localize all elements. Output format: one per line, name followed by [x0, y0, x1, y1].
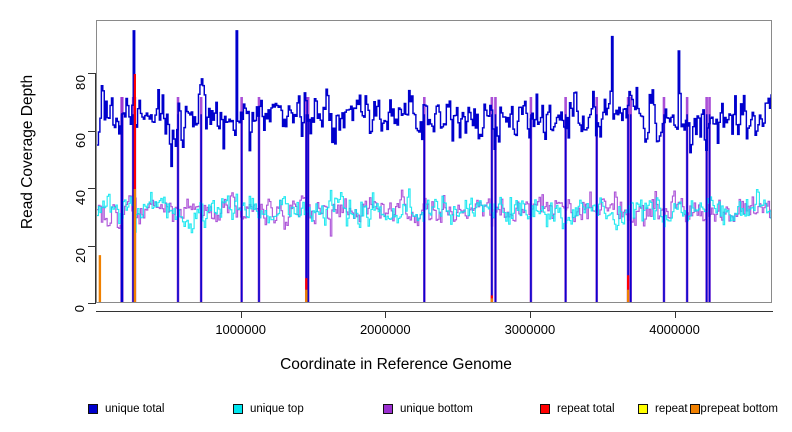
x-tick-label: 1000000	[215, 322, 266, 337]
y-tick	[88, 303, 95, 304]
coverage-traces	[97, 30, 771, 302]
x-axis-title: Coordinate in Reference Genome	[280, 356, 512, 373]
legend-unique-top[interactable]: unique top	[233, 398, 304, 420]
y-tick	[88, 130, 95, 132]
y-tick	[88, 188, 95, 189]
x-tick	[674, 311, 676, 318]
y-tick-label: 80	[72, 74, 88, 90]
legend-swatch-icon	[690, 404, 700, 414]
plot-area	[96, 20, 772, 303]
y-axis-line	[95, 73, 96, 304]
x-tick-label: 3000000	[504, 322, 556, 337]
y-tick-label-wrap: 20	[0, 239, 88, 262]
y-tick-label-wrap: 80	[0, 66, 88, 90]
legend-label: unique total	[105, 403, 165, 415]
legend-swatch-icon	[233, 404, 243, 414]
trace-unique-bottom	[97, 189, 771, 237]
y-tick-label: 0	[72, 304, 88, 313]
y-tick-label-wrap: 0	[0, 296, 88, 313]
y-tick-label: 20	[72, 247, 88, 263]
legend-unique-bottom[interactable]: unique bottom	[383, 398, 473, 420]
y-tick-label: 40	[72, 189, 88, 205]
trace-unique-total	[97, 30, 771, 168]
x-tick	[385, 311, 387, 318]
y-tick-label-wrap: 60	[0, 124, 88, 147]
x-tick	[240, 311, 242, 318]
y-tick	[88, 73, 95, 74]
legend: unique total unique top unique bottom repea…	[0, 398, 792, 420]
legend-swatch-icon	[88, 404, 98, 414]
x-tick-label: 2000000	[359, 322, 411, 337]
y-tick-label: 60	[72, 132, 88, 148]
y-tick-label-wrap: 40	[0, 181, 88, 205]
legend-unique-total[interactable]: unique total	[88, 398, 164, 420]
x-tick-label: 4000000	[649, 322, 700, 337]
trace-unique-top	[97, 188, 771, 234]
x-tick	[529, 311, 531, 318]
legend-repeat-bottom[interactable]: repeat bottom	[690, 398, 778, 420]
legend-repeat-total[interactable]: repeat total	[540, 398, 615, 420]
x-axis-line	[96, 311, 773, 312]
legend-swatch-icon	[383, 404, 393, 414]
legend-label: repeat bottom	[707, 403, 778, 415]
legend-label: unique bottom	[400, 403, 473, 415]
trace-group	[97, 30, 771, 302]
legend-label: repeat total	[557, 403, 615, 415]
legend-swatch-icon	[540, 404, 550, 414]
legend-swatch-icon	[638, 404, 648, 414]
y-tick	[88, 245, 95, 247]
legend-label: unique top	[250, 403, 304, 415]
